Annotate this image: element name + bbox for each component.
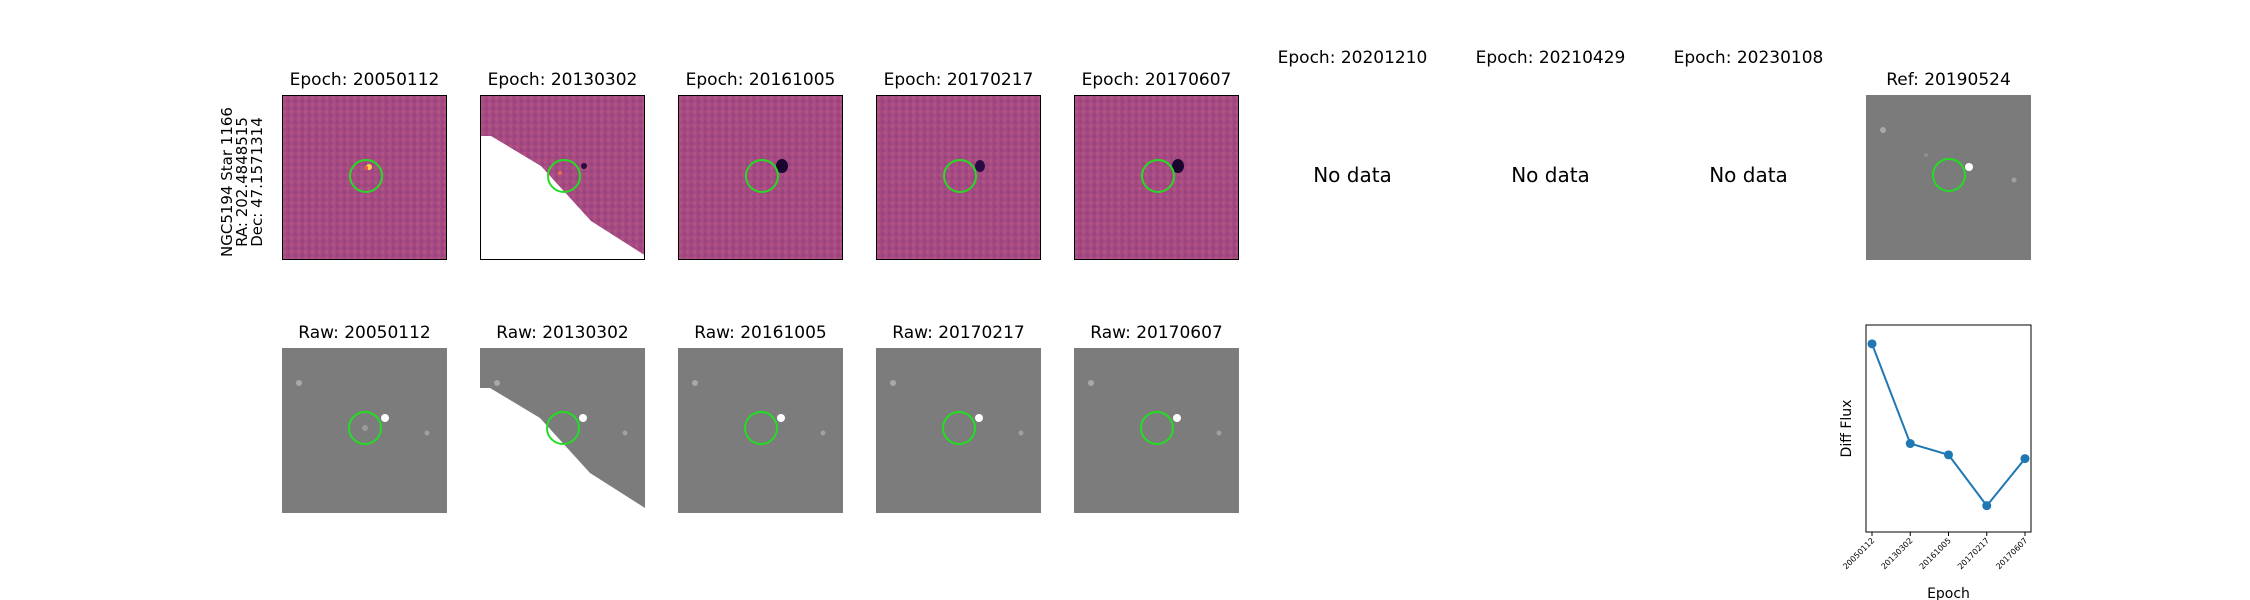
- x-tick-label: 20161005: [1918, 536, 1953, 571]
- target-label: NGC5194 Star 1166 RA: 202.4848515 Dec: 4…: [218, 107, 266, 257]
- lightcurve-chart: 20050112 20130302 20161005 20170217 20170607…: [1839, 324, 2032, 600]
- x-tick-label: 20130302: [1880, 536, 1915, 571]
- raw-title-2: Raw: 20130302: [496, 323, 629, 343]
- data-point: [1905, 439, 1915, 449]
- x-tick-label: 20170217: [1956, 536, 1991, 571]
- raw-image-1: [282, 348, 447, 513]
- raw-title-3: Raw: 20161005: [694, 323, 827, 343]
- chart-frame: [1865, 324, 2032, 533]
- diff-image-3: [678, 95, 843, 260]
- data-point: [1982, 501, 1992, 511]
- diff-image-5: [1074, 95, 1239, 260]
- data-point: [2020, 454, 2030, 464]
- diff-title-1: Epoch: 20050112: [289, 70, 440, 90]
- raw-title-4: Raw: 20170217: [892, 323, 1025, 343]
- series-line: [1871, 343, 2026, 508]
- nodata-title-2: Epoch: 20210429: [1475, 48, 1626, 68]
- raw-image-3: [678, 348, 843, 513]
- raw-title-1: Raw: 20050112: [298, 323, 431, 343]
- ref-title: Ref: 20190524: [1886, 70, 2011, 90]
- diff-image-4: [876, 95, 1041, 260]
- raw-image-5: [1074, 348, 1239, 513]
- diff-title-2: Epoch: 20130302: [487, 70, 638, 90]
- diff-image-1: [282, 95, 447, 260]
- target-circle: [349, 159, 383, 193]
- nodata-title-1: Epoch: 20201210: [1277, 48, 1428, 68]
- nodata-title-3: Epoch: 20230108: [1673, 48, 1824, 68]
- raw-image-2: [480, 348, 645, 513]
- nodata-text-3: No data: [1709, 163, 1788, 187]
- x-tick-label: 20170607: [1994, 536, 2029, 571]
- nodata-text-2: No data: [1511, 163, 1590, 187]
- x-axis-label: Epoch: [1927, 586, 1970, 600]
- data-point: [1944, 450, 1953, 460]
- raw-title-5: Raw: 20170607: [1090, 323, 1223, 343]
- x-tick-label: 20050112: [1841, 536, 1876, 571]
- target-dec: Dec: 47.1571314: [248, 117, 266, 247]
- diff-image-2: [480, 95, 645, 260]
- y-axis-label: Diff Flux: [1839, 400, 1855, 458]
- raw-image-4: [876, 348, 1041, 513]
- data-point: [1867, 339, 1877, 349]
- diff-title-5: Epoch: 20170607: [1081, 70, 1232, 90]
- ref-image: [1866, 95, 2031, 260]
- diff-title-4: Epoch: 20170217: [883, 70, 1034, 90]
- diff-title-3: Epoch: 20161005: [685, 70, 836, 90]
- nodata-text-1: No data: [1313, 163, 1392, 187]
